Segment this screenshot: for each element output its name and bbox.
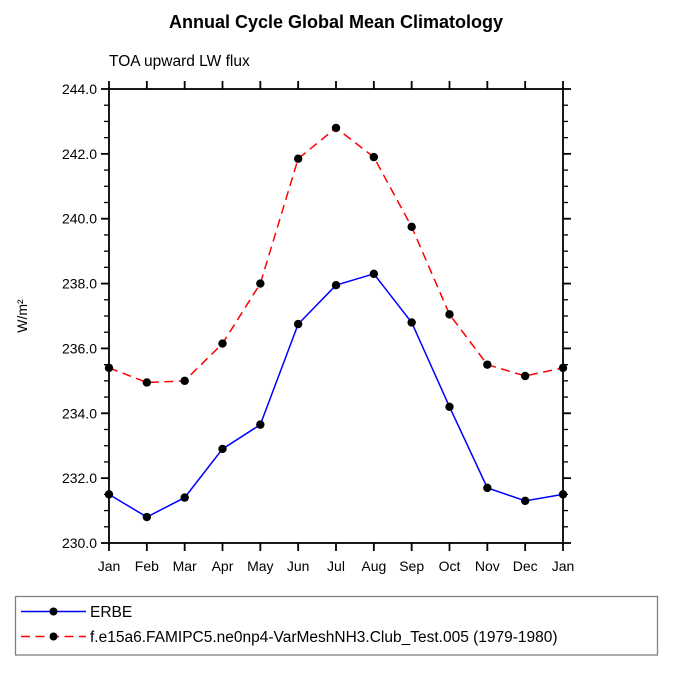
x-tick-label: Nov xyxy=(475,558,500,574)
y-axis-label: W/m² xyxy=(14,299,30,333)
x-tick-label: Dec xyxy=(513,558,538,574)
chart-title: Annual Cycle Global Mean Climatology xyxy=(169,12,503,32)
data-point-marker xyxy=(218,339,227,348)
x-tick-label: Jun xyxy=(287,558,310,574)
data-point-marker xyxy=(407,222,416,232)
y-tick-label: 236.0 xyxy=(62,340,97,356)
data-point-marker xyxy=(256,279,265,288)
data-point-marker xyxy=(142,512,152,522)
y-tick-label: 234.0 xyxy=(62,405,97,421)
x-tick-label: Apr xyxy=(212,558,234,574)
data-point-marker xyxy=(407,318,416,327)
data-point-marker xyxy=(331,280,341,290)
legend-box xyxy=(14,595,659,656)
data-point-marker xyxy=(293,154,303,163)
series-lines xyxy=(104,123,568,522)
data-point-marker xyxy=(331,123,341,133)
y-tick-label: 242.0 xyxy=(62,146,97,162)
x-tick-label: May xyxy=(247,558,273,574)
x-tick-label: Aug xyxy=(361,558,386,574)
data-point-marker xyxy=(369,269,379,279)
data-point-marker xyxy=(369,152,379,162)
legend: ERBE f.e15a6.FAMIPC5.ne0np4-VarMeshNH3.Cl… xyxy=(14,595,659,656)
data-point-marker xyxy=(142,378,152,387)
data-point-marker xyxy=(558,363,568,373)
legend-entries: ERBE f.e15a6.FAMIPC5.ne0np4-VarMeshNH3.Cl… xyxy=(21,604,558,646)
y-tick-label: 232.0 xyxy=(62,470,97,486)
plot-box xyxy=(108,88,564,544)
data-point-marker xyxy=(445,402,454,411)
axes: 230.0 232.0 234.0 236.0 238.0 240.0 242.0 244.0… xyxy=(62,81,574,574)
series-line-1 xyxy=(108,126,564,384)
x-tick-label: Sep xyxy=(399,558,424,574)
x-tick-label: Oct xyxy=(439,558,461,574)
legend-label: ERBE xyxy=(90,604,132,621)
data-point-marker xyxy=(293,319,303,329)
data-point-marker xyxy=(180,493,189,502)
data-point-marker xyxy=(520,371,530,381)
data-point-marker xyxy=(520,496,530,506)
data-point-marker xyxy=(558,490,568,499)
x-tick-label: Jan xyxy=(552,558,575,574)
chart-subtitle: TOA upward LW flux xyxy=(109,53,250,70)
y-tick-label: 230.0 xyxy=(62,535,97,551)
data-point-marker xyxy=(256,420,265,429)
x-tick-label: Feb xyxy=(135,558,159,574)
legend-label: f.e15a6.FAMIPC5.ne0np4-VarMeshNH3.Club_T… xyxy=(90,629,558,646)
x-tick-label: Jan xyxy=(98,558,121,574)
x-tick-label: Jul xyxy=(327,558,345,574)
data-point-marker xyxy=(483,360,492,369)
y-tick-label: 240.0 xyxy=(62,211,97,227)
data-point-marker xyxy=(180,376,189,386)
data-point-marker xyxy=(445,310,454,319)
series-line-0 xyxy=(108,272,564,518)
legend-marker xyxy=(49,632,58,641)
data-point-marker xyxy=(483,483,492,493)
data-point-marker xyxy=(104,490,114,499)
legend-marker xyxy=(49,607,58,616)
data-point-marker xyxy=(218,444,227,454)
y-tick-label: 244.0 xyxy=(62,81,97,97)
data-point-marker xyxy=(104,363,114,373)
y-tick-label: 238.0 xyxy=(62,276,97,292)
x-tick-label: Mar xyxy=(173,558,197,574)
